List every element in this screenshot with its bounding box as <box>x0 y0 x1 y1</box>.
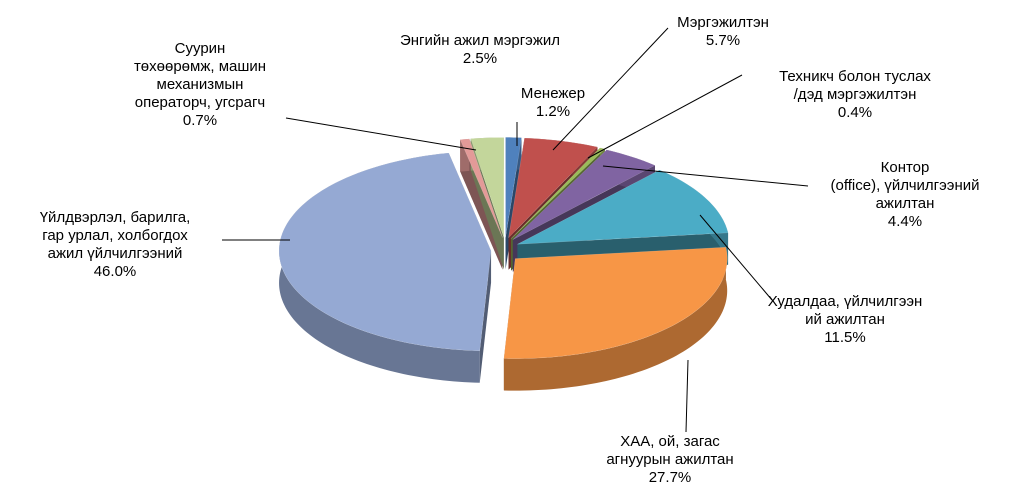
slice <box>505 137 522 238</box>
category-label: ХАА, ой, загас агнуурын ажилтан <box>606 433 734 468</box>
category-label: Техникч болон туслах /дэд мэргэжилтэн <box>779 68 931 103</box>
value-label: 5.7% <box>705 32 741 49</box>
category-label: Суурин төхөөрөмж, машин механизмын опера… <box>133 40 267 111</box>
data-label: Суурин төхөөрөмж, машин механизмын опера… <box>134 40 266 130</box>
category-label: Энгийн ажил мэргэжил <box>399 32 561 49</box>
value-label: 11.5% <box>824 329 866 346</box>
leader-line <box>699 214 773 301</box>
category-label: Үйлдвэрлэл, барилга, гар урлал, холбогдо… <box>39 209 191 262</box>
data-label: Энгийн ажил мэргэжил 2.5% <box>400 32 560 68</box>
slice <box>503 246 728 359</box>
slice <box>517 169 729 245</box>
value-label: 4.4% <box>887 213 923 230</box>
category-label: Мэргэжилтэн <box>677 14 769 31</box>
category-label: Худалдаа, үйлчилгээн ий ажилтан <box>767 293 923 328</box>
slice <box>459 138 503 238</box>
slice-edge <box>479 250 492 383</box>
category-label: Менежер <box>520 85 586 102</box>
leader-line <box>285 117 477 151</box>
value-label: 46.0% <box>93 263 137 280</box>
slice <box>510 147 606 239</box>
leader-line <box>685 359 689 433</box>
value-label: 0.7% <box>182 112 218 129</box>
category-label: Контор (office), үйлчилгээний ажилтан <box>830 159 980 212</box>
data-label: Техникч болон туслах /дэд мэргэжилтэн 0.4… <box>779 68 931 122</box>
value-label: 27.7% <box>648 469 692 486</box>
data-label: Мэргэжилтэн 5.7% <box>677 14 769 50</box>
value-label: 1.2% <box>535 103 571 120</box>
data-label: Менежер 1.2% <box>521 85 585 121</box>
leader-line <box>587 74 743 159</box>
data-label: Үйлдвэрлэл, барилга, гар урлал, холбогдо… <box>40 209 191 281</box>
data-label: ХАА, ой, загас агнуурын ажилтан 27.7% <box>606 433 733 487</box>
slice <box>278 152 492 352</box>
slice <box>470 137 505 238</box>
leader-line <box>552 27 669 151</box>
slice <box>512 149 656 240</box>
value-label: 0.4% <box>837 104 873 121</box>
value-label: 2.5% <box>462 50 498 67</box>
data-label: Контор (office), үйлчилгээний ажилтан 4.4… <box>831 159 980 231</box>
leader-line <box>602 165 809 187</box>
slice-side <box>503 247 728 391</box>
data-label: Худалдаа, үйлчилгээн ий ажилтан 11.5% <box>768 293 923 347</box>
